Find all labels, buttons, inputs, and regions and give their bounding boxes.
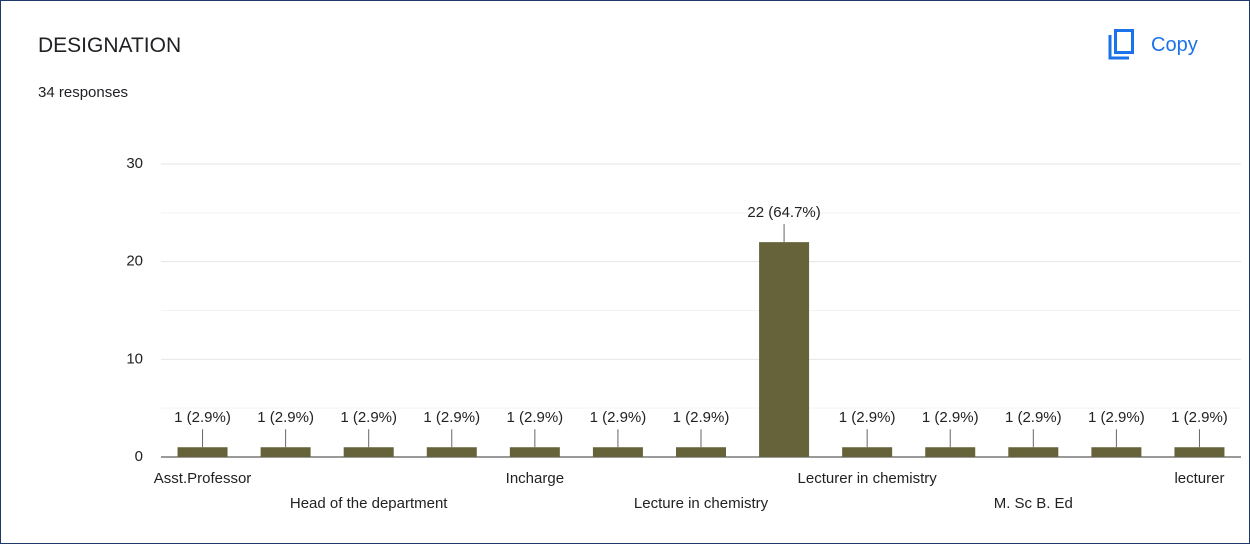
x-tick-label: Lecturer in chemistry (798, 470, 938, 487)
bar (343, 447, 394, 457)
bar (842, 447, 893, 457)
data-label: 1 (2.9%) (1088, 409, 1145, 426)
x-tick-label: M. Sc B. Ed (994, 495, 1073, 512)
data-label: 1 (2.9%) (1005, 409, 1062, 426)
bar (676, 447, 726, 457)
data-label: 1 (2.9%) (590, 409, 647, 426)
data-label: 1 (2.9%) (1171, 409, 1228, 426)
y-tick-label: 30 (126, 155, 143, 172)
data-label: 1 (2.9%) (839, 409, 896, 426)
copy-button[interactable]: Copy (1107, 27, 1198, 63)
copy-label[interactable]: Copy (1151, 33, 1198, 56)
data-label: 22 (64.7%) (747, 204, 820, 221)
y-tick-label: 20 (126, 253, 143, 270)
bar (759, 242, 810, 457)
data-label: 1 (2.9%) (174, 409, 231, 426)
bar (925, 447, 976, 457)
data-label: 1 (2.9%) (506, 409, 563, 426)
data-label: 1 (2.9%) (922, 409, 979, 426)
bar (177, 447, 228, 457)
x-tick-label: lecturer (1174, 470, 1224, 487)
response-count: 34 responses (38, 84, 129, 101)
question-title: DESIGNATION (38, 34, 182, 57)
x-tick-label: Incharge (506, 470, 564, 487)
x-tick-label: Asst.Professor (154, 470, 252, 487)
data-label: 1 (2.9%) (340, 409, 397, 426)
data-label: 1 (2.9%) (673, 409, 730, 426)
data-label: 1 (2.9%) (257, 409, 314, 426)
bar (1091, 447, 1142, 457)
bar (260, 447, 311, 457)
bar (1008, 447, 1059, 457)
y-tick-label: 10 (126, 350, 143, 367)
y-tick-label: 0 (135, 448, 143, 465)
x-tick-label: Lecture in chemistry (634, 495, 769, 512)
bar (426, 447, 477, 457)
bar (1174, 447, 1225, 457)
bar (509, 447, 560, 457)
data-label: 1 (2.9%) (423, 409, 480, 426)
bar (592, 447, 643, 457)
copy-icon (1108, 29, 1134, 60)
x-tick-label: Head of the department (290, 495, 448, 512)
